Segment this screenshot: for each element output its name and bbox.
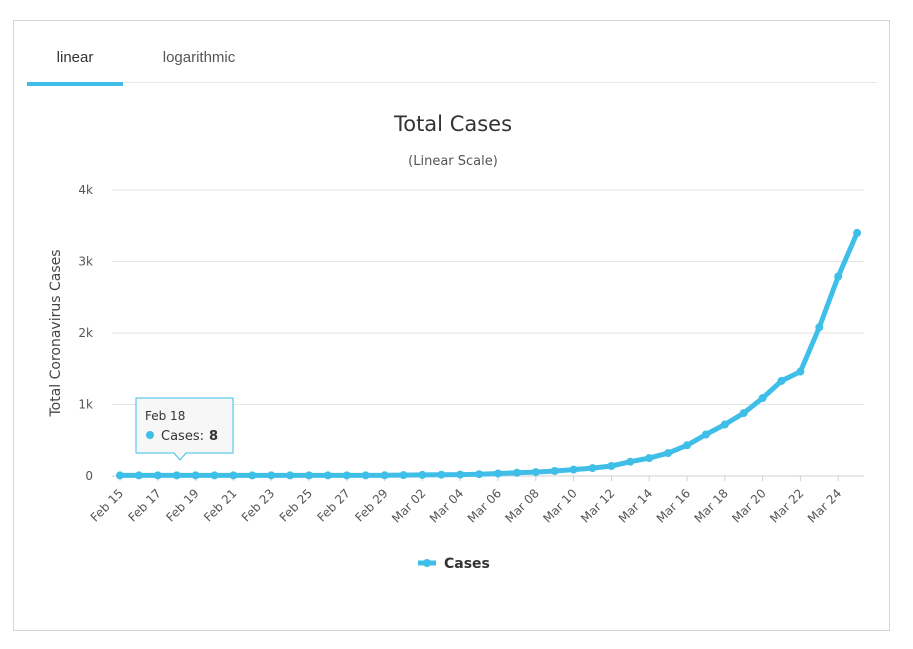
y-axis-title: Total Coronavirus Cases bbox=[48, 249, 64, 417]
legend-item-cases[interactable]: Cases bbox=[418, 556, 490, 572]
tab-logarithmic[interactable]: logarithmic bbox=[147, 21, 251, 82]
data-point[interactable] bbox=[626, 457, 635, 466]
y-tick-label: 0 bbox=[85, 469, 93, 483]
data-point[interactable] bbox=[683, 441, 691, 450]
data-point[interactable] bbox=[664, 449, 673, 458]
x-tick-label: Mar 16 bbox=[654, 486, 693, 525]
data-point[interactable] bbox=[267, 471, 276, 480]
x-tick-label: Mar 18 bbox=[692, 486, 731, 525]
x-tick-label: Feb 29 bbox=[352, 486, 390, 524]
data-point[interactable] bbox=[475, 470, 484, 479]
x-tick-label: Mar 22 bbox=[767, 486, 806, 525]
data-point[interactable] bbox=[342, 471, 351, 480]
y-axis-ticks: 0 1k 2k 3k 4k bbox=[78, 183, 93, 483]
tooltip-series-dot bbox=[146, 431, 154, 439]
series-line bbox=[117, 230, 860, 478]
data-point[interactable] bbox=[720, 420, 729, 429]
x-tick-label: Mar 24 bbox=[805, 486, 844, 525]
y-tick-label: 3k bbox=[78, 255, 93, 269]
data-point[interactable] bbox=[116, 471, 124, 480]
tab-linear-label: linear bbox=[56, 49, 94, 66]
data-point[interactable] bbox=[172, 471, 181, 480]
data-point[interactable] bbox=[531, 468, 540, 477]
active-tab-indicator bbox=[27, 82, 123, 86]
data-point[interactable] bbox=[191, 471, 200, 480]
x-tick-label: Feb 21 bbox=[201, 486, 239, 524]
data-point[interactable] bbox=[153, 471, 162, 480]
y-tick-label: 4k bbox=[78, 183, 93, 197]
x-tick-label: Feb 23 bbox=[239, 486, 277, 524]
x-tick-label: Feb 19 bbox=[163, 486, 201, 524]
chart-subtitle: (Linear Scale) bbox=[408, 154, 498, 169]
data-point[interactable] bbox=[550, 467, 559, 475]
x-tick-label: Mar 02 bbox=[389, 486, 428, 525]
legend-label: Cases bbox=[444, 556, 490, 572]
data-point[interactable] bbox=[834, 272, 843, 281]
x-tick-label: Mar 04 bbox=[427, 486, 466, 525]
data-point[interactable] bbox=[305, 471, 313, 480]
x-tick-label: Mar 10 bbox=[540, 486, 579, 525]
data-point[interactable] bbox=[607, 462, 616, 470]
data-point[interactable] bbox=[418, 470, 427, 479]
x-tick-label: Mar 06 bbox=[465, 486, 504, 525]
data-point[interactable] bbox=[494, 469, 502, 478]
tooltip-value: 8 bbox=[209, 429, 218, 444]
scale-tabs: linear logarithmic bbox=[27, 21, 877, 86]
tooltip-date: Feb 18 bbox=[145, 409, 185, 423]
data-point[interactable] bbox=[399, 471, 408, 480]
y-tick-label: 1k bbox=[78, 398, 93, 412]
data-point[interactable] bbox=[645, 454, 654, 463]
data-point[interactable] bbox=[456, 470, 465, 479]
data-point[interactable] bbox=[758, 394, 767, 403]
x-tick-label: Feb 15 bbox=[88, 486, 126, 524]
data-point[interactable] bbox=[229, 471, 238, 480]
data-point[interactable] bbox=[796, 367, 805, 376]
data-point[interactable] bbox=[853, 228, 862, 237]
x-axis-ticks: Feb 15 Feb 17 Feb 19 Feb 21 Feb 23 Feb 25 Feb … bbox=[88, 476, 844, 526]
data-point[interactable] bbox=[569, 465, 578, 474]
series-cases bbox=[116, 228, 862, 480]
x-tick-label: Feb 17 bbox=[125, 486, 163, 524]
tooltip-series-name: Cases bbox=[161, 429, 200, 444]
data-point[interactable] bbox=[286, 471, 295, 480]
data-point[interactable] bbox=[134, 471, 143, 480]
data-point[interactable] bbox=[380, 471, 389, 480]
data-point[interactable] bbox=[777, 376, 786, 385]
tab-linear[interactable]: linear bbox=[27, 21, 123, 86]
chart-title: Total Cases bbox=[393, 112, 512, 136]
data-point[interactable] bbox=[361, 471, 370, 480]
x-tick-label: Feb 27 bbox=[314, 486, 352, 524]
data-point[interactable] bbox=[815, 323, 824, 332]
y-tick-label: 2k bbox=[78, 326, 93, 340]
tooltip-box bbox=[135, 397, 234, 461]
data-point[interactable] bbox=[210, 471, 219, 480]
x-tick-label: Mar 12 bbox=[578, 486, 617, 525]
legend-dot-marker bbox=[423, 559, 431, 567]
tab-logarithmic-label: logarithmic bbox=[162, 49, 236, 66]
data-point[interactable] bbox=[323, 471, 332, 480]
data-point[interactable] bbox=[512, 468, 521, 477]
tooltip: Feb 18 Cases: 8 bbox=[135, 397, 234, 461]
data-point[interactable] bbox=[739, 409, 748, 418]
data-point[interactable] bbox=[701, 430, 710, 439]
tooltip-separator: : bbox=[200, 429, 204, 444]
x-tick-label: Feb 25 bbox=[277, 486, 315, 524]
data-point[interactable] bbox=[437, 470, 446, 479]
tooltip-series-text: Cases: 8 bbox=[161, 429, 218, 444]
x-tick-label: Mar 14 bbox=[616, 486, 655, 525]
data-point[interactable] bbox=[588, 464, 597, 473]
data-point[interactable] bbox=[248, 471, 257, 480]
x-tick-label: Mar 08 bbox=[503, 486, 542, 525]
x-tick-label: Mar 20 bbox=[729, 486, 768, 525]
chart-panel: linear logarithmic bbox=[13, 20, 890, 631]
